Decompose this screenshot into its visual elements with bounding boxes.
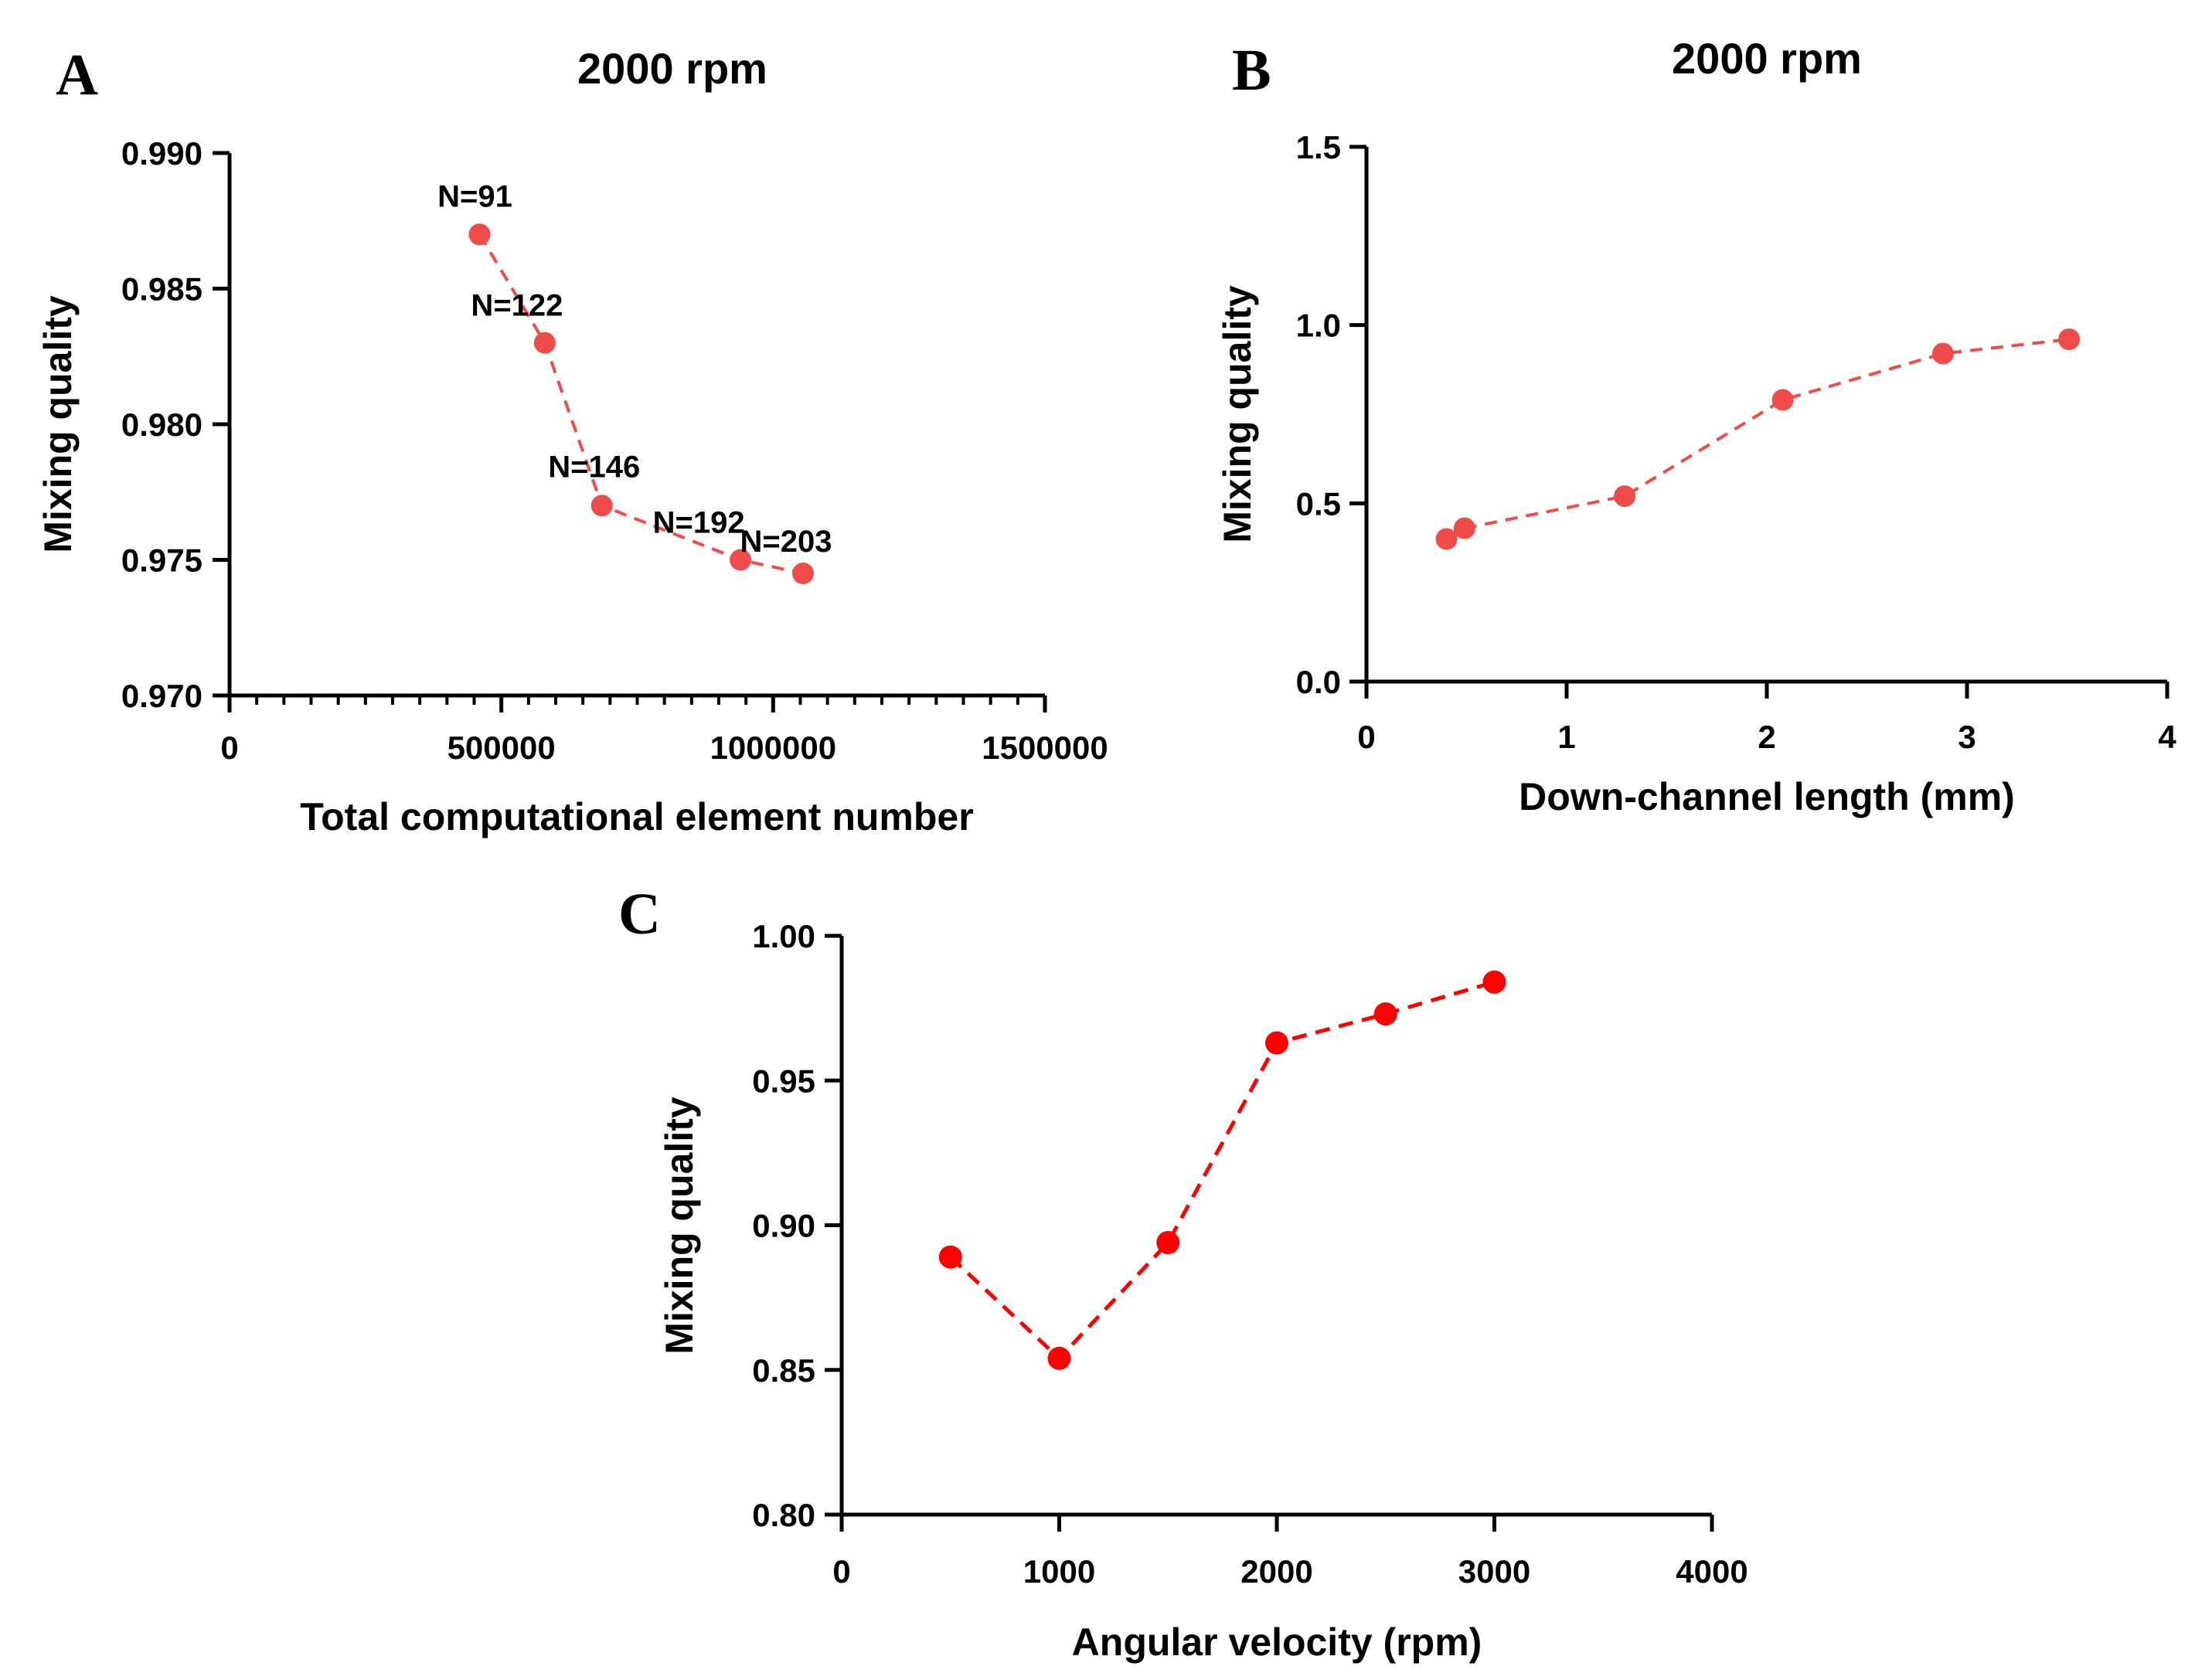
y-tick-label: 0.970 (121, 678, 202, 714)
y-tick-label: 1.0 (1296, 308, 1341, 344)
panel-letter: C (618, 882, 661, 947)
x-axis-label: Down-channel length (mm) (1519, 775, 2015, 818)
data-point (1047, 1346, 1071, 1370)
x-tick-label: 0 (220, 729, 238, 766)
y-axis-label: Mixing quality (36, 295, 80, 553)
panel-a: A 2000 rpm 0 500000 1000000 1500000 0.970 0.975… (36, 43, 1108, 838)
chart-title: 2000 rpm (1672, 34, 1862, 83)
data-point (2058, 328, 2081, 351)
x-tick-label: 2000 (1240, 1553, 1312, 1590)
data-point (730, 549, 752, 571)
x-tick-label: 3 (1958, 719, 1976, 755)
panel-letter: A (56, 43, 98, 107)
data-label: N=146 (548, 450, 640, 484)
data-label: N=192 (653, 506, 745, 540)
y-tick-label: 0.990 (121, 135, 202, 172)
data-point (1482, 970, 1506, 994)
data-point (590, 495, 613, 517)
x-axis-label: Total computational element number (300, 795, 973, 838)
x-tick-label: 4000 (1676, 1553, 1747, 1590)
y-tick-label: 0.0 (1296, 664, 1341, 700)
x-tick-label: 0 (832, 1553, 850, 1590)
data-point (792, 563, 814, 584)
y-tick-label: 0.985 (121, 271, 202, 308)
x-tick-label: 2 (1758, 719, 1775, 755)
x-tick-label: 500000 (448, 729, 556, 766)
series-line (478, 233, 804, 575)
panel-c: C 0 1000 2000 3000 4000 0.80 0.85 0.90 0.95 1.00 An… (618, 882, 1748, 1664)
x-tick-label: 4 (2158, 719, 2176, 755)
x-tick-label: 1000 (1023, 1553, 1095, 1590)
x-tick-label: 1500000 (982, 729, 1108, 766)
data-point (1265, 1031, 1288, 1055)
data-point (1156, 1231, 1180, 1254)
panel-b: B 2000 rpm 0 1 2 3 4 0.0 0.5 1.0 1.5 Down-channel l… (1216, 34, 2176, 818)
y-axis-label: Mixing quality (1216, 285, 1259, 543)
y-tick-label: 0.5 (1296, 485, 1341, 522)
data-point (938, 1245, 962, 1269)
chart-title: 2000 rpm (577, 44, 767, 93)
y-tick-label: 0.80 (752, 1497, 815, 1533)
data-point (1614, 485, 1636, 508)
data-label: N=122 (471, 289, 563, 323)
y-tick-label: 0.980 (121, 406, 202, 443)
x-tick-label: 3000 (1458, 1553, 1530, 1590)
x-tick-label: 1000000 (710, 729, 837, 766)
y-axis-label: Mixing quality (658, 1097, 701, 1355)
y-tick-label: 0.85 (752, 1352, 815, 1389)
series-line (1445, 338, 2070, 541)
x-axis-label: Angular velocity (rpm) (1072, 1620, 1482, 1664)
data-label: N=91 (437, 179, 512, 213)
data-point (1373, 1002, 1397, 1026)
y-tick-label: 0.90 (752, 1208, 815, 1244)
x-tick-label: 0 (1357, 719, 1375, 755)
data-point (1931, 342, 1954, 365)
series-line (949, 980, 1496, 1361)
y-tick-label: 1.5 (1296, 129, 1341, 165)
data-point (1771, 389, 1794, 411)
data-point (468, 223, 491, 246)
x-tick-label: 1 (1557, 719, 1575, 755)
data-point (533, 332, 556, 354)
y-tick-label: 1.00 (752, 918, 815, 954)
data-point (1435, 528, 1458, 550)
panel-letter: B (1232, 38, 1271, 103)
data-label: N=203 (740, 525, 832, 559)
y-tick-label: 0.95 (752, 1063, 815, 1099)
y-tick-label: 0.975 (121, 542, 202, 579)
data-point (1453, 517, 1475, 539)
